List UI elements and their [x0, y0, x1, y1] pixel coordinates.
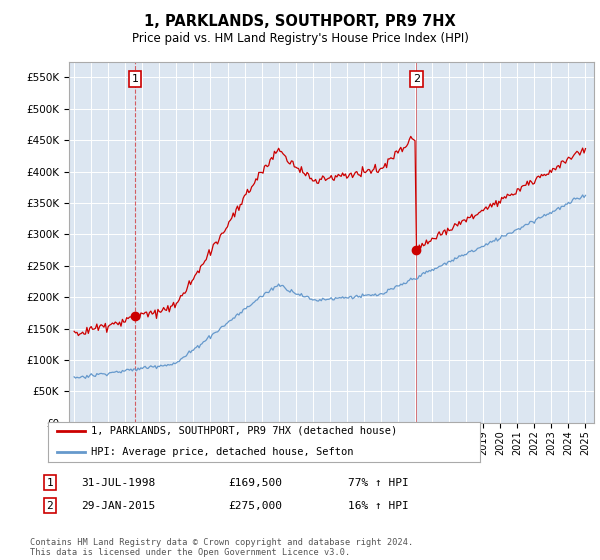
Text: 31-JUL-1998: 31-JUL-1998 — [81, 478, 155, 488]
Text: 1: 1 — [131, 74, 139, 84]
Text: 1: 1 — [46, 478, 53, 488]
Text: 77% ↑ HPI: 77% ↑ HPI — [348, 478, 409, 488]
Text: 16% ↑ HPI: 16% ↑ HPI — [348, 501, 409, 511]
Text: 2: 2 — [46, 501, 53, 511]
Text: HPI: Average price, detached house, Sefton: HPI: Average price, detached house, Seft… — [91, 447, 354, 457]
Text: 29-JAN-2015: 29-JAN-2015 — [81, 501, 155, 511]
Text: 1, PARKLANDS, SOUTHPORT, PR9 7HX: 1, PARKLANDS, SOUTHPORT, PR9 7HX — [144, 14, 456, 29]
Text: £169,500: £169,500 — [228, 478, 282, 488]
Text: 1, PARKLANDS, SOUTHPORT, PR9 7HX (detached house): 1, PARKLANDS, SOUTHPORT, PR9 7HX (detach… — [91, 426, 397, 436]
Text: 2: 2 — [413, 74, 420, 84]
Text: Price paid vs. HM Land Registry's House Price Index (HPI): Price paid vs. HM Land Registry's House … — [131, 32, 469, 45]
Text: £275,000: £275,000 — [228, 501, 282, 511]
Text: Contains HM Land Registry data © Crown copyright and database right 2024.
This d: Contains HM Land Registry data © Crown c… — [30, 538, 413, 557]
